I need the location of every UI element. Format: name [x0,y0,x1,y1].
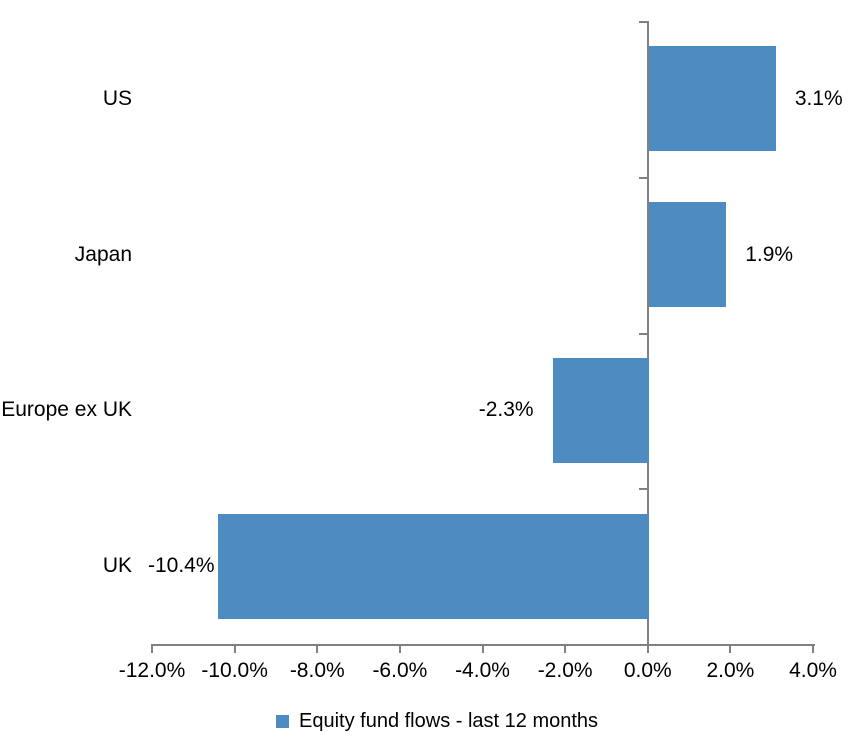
bar-europe-ex-uk [552,357,649,463]
value-label-europe-ex-uk: -2.3% [478,398,534,422]
bar-us [648,46,776,152]
x-axis-tick [481,644,484,653]
x-axis-tick [646,644,649,653]
x-axis-tick-label: -4.0% [455,659,510,682]
bar-uk [218,513,649,619]
category-label-japan: Japan [74,242,132,266]
value-label-japan: 1.9% [745,242,794,266]
value-label-us: 3.1% [794,86,843,110]
zero-baseline [646,21,649,644]
x-axis-tick-label: 4.0% [789,659,837,682]
category-label-uk: UK [102,554,132,578]
x-axis-tick-label: -8.0% [289,659,345,682]
category-boundary-tick [638,488,647,491]
x-axis-tick [151,644,153,653]
legend-label: Equity fund flows - last 12 months [299,709,599,732]
x-axis-tick [729,644,732,653]
x-axis-tick [564,644,567,653]
legend: Equity fund flows - last 12 months [276,707,598,735]
x-axis-tick [233,644,236,653]
category-boundary-tick [638,176,647,179]
legend-marker-square [276,714,289,728]
x-axis-tick [812,644,814,653]
category-boundary-tick [638,332,647,335]
x-axis-tick-label: -12.0% [118,659,186,682]
x-axis-tick-label: -6.0% [372,659,428,682]
x-axis-tick-label: -2.0% [537,659,593,682]
x-axis-tick [316,644,319,653]
value-label-uk: -10.4% [148,554,215,578]
x-axis-tick-label: 2.0% [706,659,755,682]
bar-japan [648,202,727,308]
category-boundary-tick [638,21,647,23]
x-axis-line [152,644,815,646]
x-axis-tick-label: -10.0% [201,659,268,682]
x-axis-tick-label: 0.0% [623,659,672,682]
category-label-europe-ex-uk: Europe ex UK [1,398,132,422]
x-axis-tick [398,644,401,653]
category-label-us: US [102,86,132,110]
